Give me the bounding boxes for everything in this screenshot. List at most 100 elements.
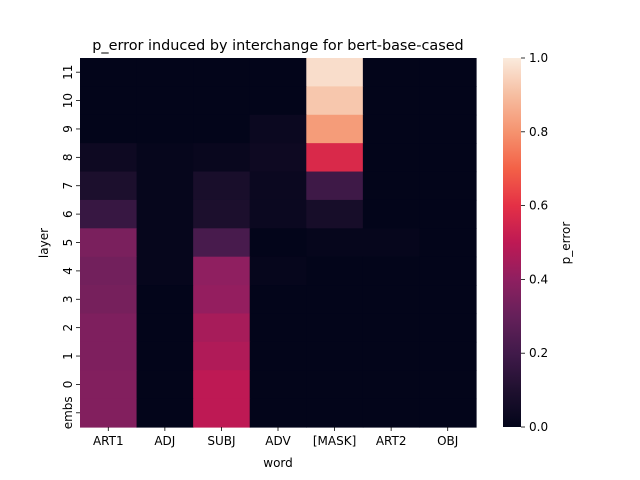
colorbar-tick-label: 0.6 <box>529 199 548 213</box>
heatmap-cell <box>419 341 477 371</box>
heatmap-cell <box>136 199 194 229</box>
heatmap-cell <box>136 58 194 87</box>
heatmap-cell <box>362 256 421 286</box>
heatmap-cell <box>306 313 364 343</box>
heatmap-cell <box>249 256 307 286</box>
heatmap-cell <box>249 143 307 173</box>
heatmap-cell <box>193 143 251 173</box>
heatmap-cell <box>80 114 138 144</box>
colorbar-label: p_error <box>559 222 573 265</box>
heatmap-cell <box>362 285 421 315</box>
heatmap-cell <box>136 86 194 116</box>
heatmap-cell <box>193 256 251 286</box>
chart-title: p_error induced by interchange for bert-… <box>92 38 463 54</box>
colorbar: 0.0 0.2 0.4 0.6 0.8 1.0 <box>503 51 548 434</box>
heatmap-cell <box>306 256 364 286</box>
heatmap-cell <box>362 143 421 173</box>
heatmap-cell <box>136 228 194 258</box>
y-tick-label: 10 <box>61 93 75 108</box>
x-axis-label: word <box>263 456 293 470</box>
y-axis-label: layer <box>37 228 51 258</box>
heatmap-cell <box>419 86 477 116</box>
heatmap-cells <box>80 58 477 428</box>
colorbar-tick-label: 0.0 <box>529 420 548 434</box>
y-tick-label: 2 <box>61 324 75 332</box>
heatmap-cell <box>306 86 364 116</box>
heatmap-cell <box>136 370 194 400</box>
heatmap-cell <box>193 370 251 400</box>
heatmap-cell <box>249 199 307 229</box>
heatmap-cell <box>306 285 364 315</box>
heatmap-cell <box>362 199 421 229</box>
heatmap-cell <box>80 398 138 428</box>
heatmap-cell <box>419 313 477 343</box>
heatmap-cell <box>419 114 477 144</box>
colorbar-gradient <box>503 58 521 427</box>
y-tick-label: embs <box>61 396 75 429</box>
heatmap-cell <box>193 313 251 343</box>
heatmap-cell <box>136 256 194 286</box>
heatmap-cell <box>136 285 194 315</box>
heatmap-cell <box>362 341 421 371</box>
heatmap-cell <box>80 370 138 400</box>
heatmap-cell <box>419 143 477 173</box>
heatmap-cell <box>362 114 421 144</box>
heatmap-cell <box>136 398 194 428</box>
heatmap-cell <box>80 58 138 87</box>
heatmap-cell <box>80 86 138 116</box>
heatmap-cell <box>419 171 477 201</box>
x-tick-label: OBJ <box>437 434 458 448</box>
x-tick-label: ADJ <box>154 434 175 448</box>
y-tick-label: 11 <box>61 65 75 80</box>
heatmap-cell <box>80 341 138 371</box>
heatmap-cell <box>193 398 251 428</box>
y-tick-label: 0 <box>61 381 75 389</box>
y-tick-label: 7 <box>61 182 75 190</box>
x-tick-label: [MASK] <box>313 434 356 448</box>
x-tick-label: SUBJ <box>207 434 235 448</box>
heatmap-cell <box>193 228 251 258</box>
heatmap-cell <box>362 228 421 258</box>
heatmap-cell <box>249 58 307 87</box>
heatmap-cell <box>193 86 251 116</box>
y-tick-label: 8 <box>61 154 75 162</box>
heatmap-cell <box>249 313 307 343</box>
heatmap-cell <box>306 114 364 144</box>
colorbar-tick-label: 0.8 <box>529 125 548 139</box>
heatmap-cell <box>362 313 421 343</box>
heatmap-cell <box>419 285 477 315</box>
heatmap-cell <box>80 313 138 343</box>
heatmap-cell <box>249 114 307 144</box>
heatmap-cell <box>362 58 421 87</box>
colorbar-tick-label: 0.2 <box>529 346 548 360</box>
heatmap-cell <box>362 370 421 400</box>
heatmap-cell <box>419 398 477 428</box>
heatmap-cell <box>80 256 138 286</box>
heatmap-cell <box>306 341 364 371</box>
heatmap-cell <box>193 58 251 87</box>
heatmap-cell <box>306 143 364 173</box>
heatmap-cell <box>419 199 477 229</box>
heatmap-cell <box>249 370 307 400</box>
heatmap-cell <box>193 171 251 201</box>
y-tick-label: 1 <box>61 352 75 360</box>
heatmap-cell <box>136 341 194 371</box>
heatmap-cell <box>136 171 194 201</box>
heatmap-cell <box>249 228 307 258</box>
heatmap-cell <box>306 58 364 87</box>
colorbar-tick-label: 0.4 <box>529 272 548 286</box>
heatmap-cell <box>306 171 364 201</box>
heatmap-cell <box>80 143 138 173</box>
heatmap-cell <box>249 341 307 371</box>
heatmap-cell <box>362 398 421 428</box>
heatmap-cell <box>80 199 138 229</box>
heatmap-cell <box>306 228 364 258</box>
heatmap-cell <box>80 285 138 315</box>
y-tick-label: 3 <box>61 295 75 303</box>
heatmap-cell <box>136 313 194 343</box>
x-axis-ticks: ART1 ADJ SUBJ ADV [MASK] ART2 OBJ <box>93 427 458 448</box>
heatmap-cell <box>193 285 251 315</box>
heatmap-cell <box>362 171 421 201</box>
